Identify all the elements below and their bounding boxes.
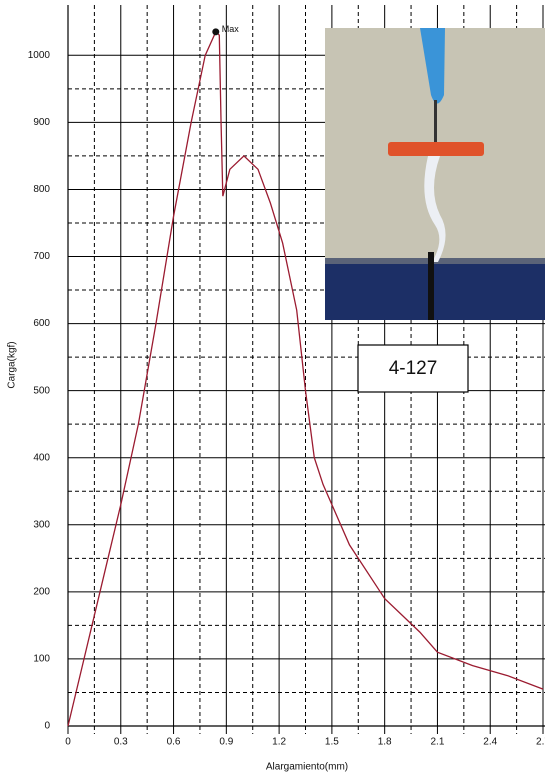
x-tick-label: 1.8 xyxy=(378,737,392,748)
y-tick-label: 300 xyxy=(33,519,50,530)
load-curve xyxy=(67,30,544,727)
x-tick-label: 0.6 xyxy=(167,737,181,748)
y-tick-label: 200 xyxy=(33,587,50,598)
x-tick-label: 0.9 xyxy=(219,737,233,748)
y-tick-label: 700 xyxy=(33,251,50,262)
x-tick-label: 0 xyxy=(65,737,71,748)
y-tick-label: 600 xyxy=(33,318,50,329)
sample-label-box xyxy=(357,344,469,393)
y-tick-label: 0 xyxy=(44,721,50,732)
max-point xyxy=(212,28,220,36)
specimen-photo xyxy=(325,28,545,320)
y-axis-label: Carga(kgf) xyxy=(7,341,18,388)
sample-label: 4-127 xyxy=(389,358,438,379)
x-tick-label: 2.4 xyxy=(483,737,497,748)
x-tick-label: 2.7 xyxy=(536,737,545,748)
y-tick-label: 900 xyxy=(33,117,50,128)
x-tick-label: 1.2 xyxy=(272,737,286,748)
y-tick-label: 800 xyxy=(33,184,50,195)
x-tick-label: 0.3 xyxy=(114,737,128,748)
x-tick-label: 2.1 xyxy=(430,737,444,748)
max-label: Max xyxy=(222,24,240,34)
y-tick-label: 400 xyxy=(33,452,50,463)
x-axis-label: Alargamiento(mm) xyxy=(266,762,348,773)
y-tick-label: 100 xyxy=(33,654,50,665)
y-tick-label: 500 xyxy=(33,385,50,396)
y-tick-label: 1000 xyxy=(28,50,51,61)
x-tick-label: 1.5 xyxy=(325,737,339,748)
